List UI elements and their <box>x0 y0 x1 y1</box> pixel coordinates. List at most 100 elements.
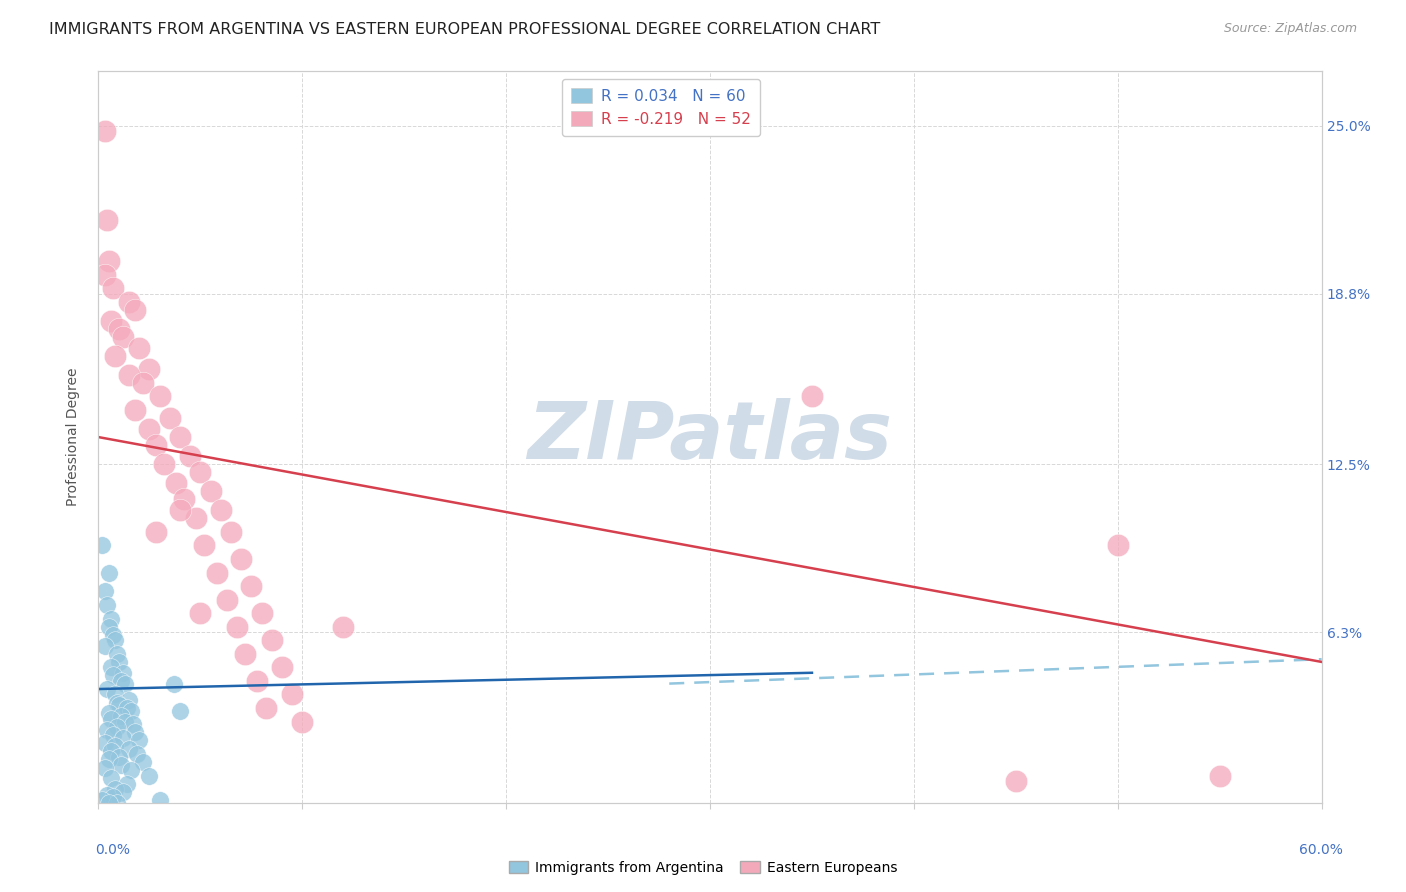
Point <box>110 757 132 772</box>
Point <box>97 566 120 580</box>
Point <box>97 254 120 268</box>
Point <box>128 341 150 355</box>
Point <box>1004 774 1026 789</box>
Y-axis label: Professional Degree: Professional Degree <box>66 368 80 507</box>
Point <box>114 714 136 729</box>
Point <box>163 676 186 690</box>
Text: Source: ZipAtlas.com: Source: ZipAtlas.com <box>1223 22 1357 36</box>
Point <box>801 389 824 403</box>
Point <box>127 747 149 761</box>
Point <box>188 465 212 479</box>
Point <box>97 752 120 766</box>
Point <box>104 739 127 753</box>
Point <box>93 761 115 775</box>
Point <box>188 606 212 620</box>
Point <box>118 368 141 382</box>
Point <box>108 749 131 764</box>
Point <box>226 620 249 634</box>
Point <box>186 511 208 525</box>
Point <box>120 764 142 778</box>
Point <box>169 503 191 517</box>
Point <box>97 796 120 810</box>
Point <box>281 688 304 702</box>
Point <box>124 725 146 739</box>
Point <box>101 790 124 805</box>
Point <box>105 647 128 661</box>
Point <box>179 449 201 463</box>
Point <box>104 633 127 648</box>
Point <box>101 628 124 642</box>
Point <box>100 744 122 758</box>
Point <box>111 330 134 344</box>
Point <box>209 503 232 517</box>
Point <box>124 302 146 317</box>
Point <box>91 538 114 552</box>
Point <box>120 704 142 718</box>
Point <box>110 804 132 818</box>
Text: 0.0%: 0.0% <box>96 843 131 857</box>
Point <box>105 696 128 710</box>
Point <box>104 688 127 702</box>
Point <box>193 538 215 552</box>
Point <box>145 438 167 452</box>
Point <box>138 769 160 783</box>
Point <box>97 706 120 721</box>
Point <box>104 349 127 363</box>
Point <box>169 704 191 718</box>
Legend: R = 0.034   N = 60, R = -0.219   N = 52: R = 0.034 N = 60, R = -0.219 N = 52 <box>562 79 761 136</box>
Point <box>115 777 138 791</box>
Point <box>105 796 128 810</box>
Point <box>105 720 128 734</box>
Point <box>108 655 131 669</box>
Point <box>200 484 222 499</box>
Point <box>332 620 354 634</box>
Point <box>1107 538 1129 552</box>
Point <box>114 812 136 826</box>
Point <box>118 693 141 707</box>
Point <box>91 793 114 807</box>
Point <box>240 579 263 593</box>
Point <box>132 755 155 769</box>
Point <box>96 213 118 227</box>
Point <box>93 268 115 282</box>
Text: ZIPatlas: ZIPatlas <box>527 398 893 476</box>
Point <box>138 362 160 376</box>
Point <box>101 728 124 742</box>
Point <box>110 673 132 688</box>
Point <box>152 457 174 471</box>
Point <box>101 281 124 295</box>
Point <box>128 733 150 747</box>
Point <box>219 524 242 539</box>
Point <box>93 124 115 138</box>
Point <box>291 714 314 729</box>
Point <box>149 793 172 807</box>
Point <box>260 633 283 648</box>
Point <box>100 313 122 327</box>
Point <box>96 788 118 802</box>
Point <box>110 709 132 723</box>
Point <box>254 701 277 715</box>
Point <box>111 731 134 745</box>
Point <box>93 736 115 750</box>
Point <box>114 676 136 690</box>
Point <box>270 660 294 674</box>
Point <box>108 698 131 713</box>
Point <box>1209 769 1232 783</box>
Point <box>115 701 138 715</box>
Point <box>111 785 134 799</box>
Point <box>122 717 145 731</box>
Point <box>159 411 181 425</box>
Point <box>97 620 120 634</box>
Point <box>246 673 269 688</box>
Point <box>149 389 172 403</box>
Point <box>96 723 118 737</box>
Point <box>96 598 118 612</box>
Point <box>100 611 122 625</box>
Point <box>250 606 273 620</box>
Point <box>145 524 167 539</box>
Point <box>138 422 160 436</box>
Point <box>165 476 187 491</box>
Point <box>233 647 256 661</box>
Point <box>215 592 238 607</box>
Point <box>100 772 122 786</box>
